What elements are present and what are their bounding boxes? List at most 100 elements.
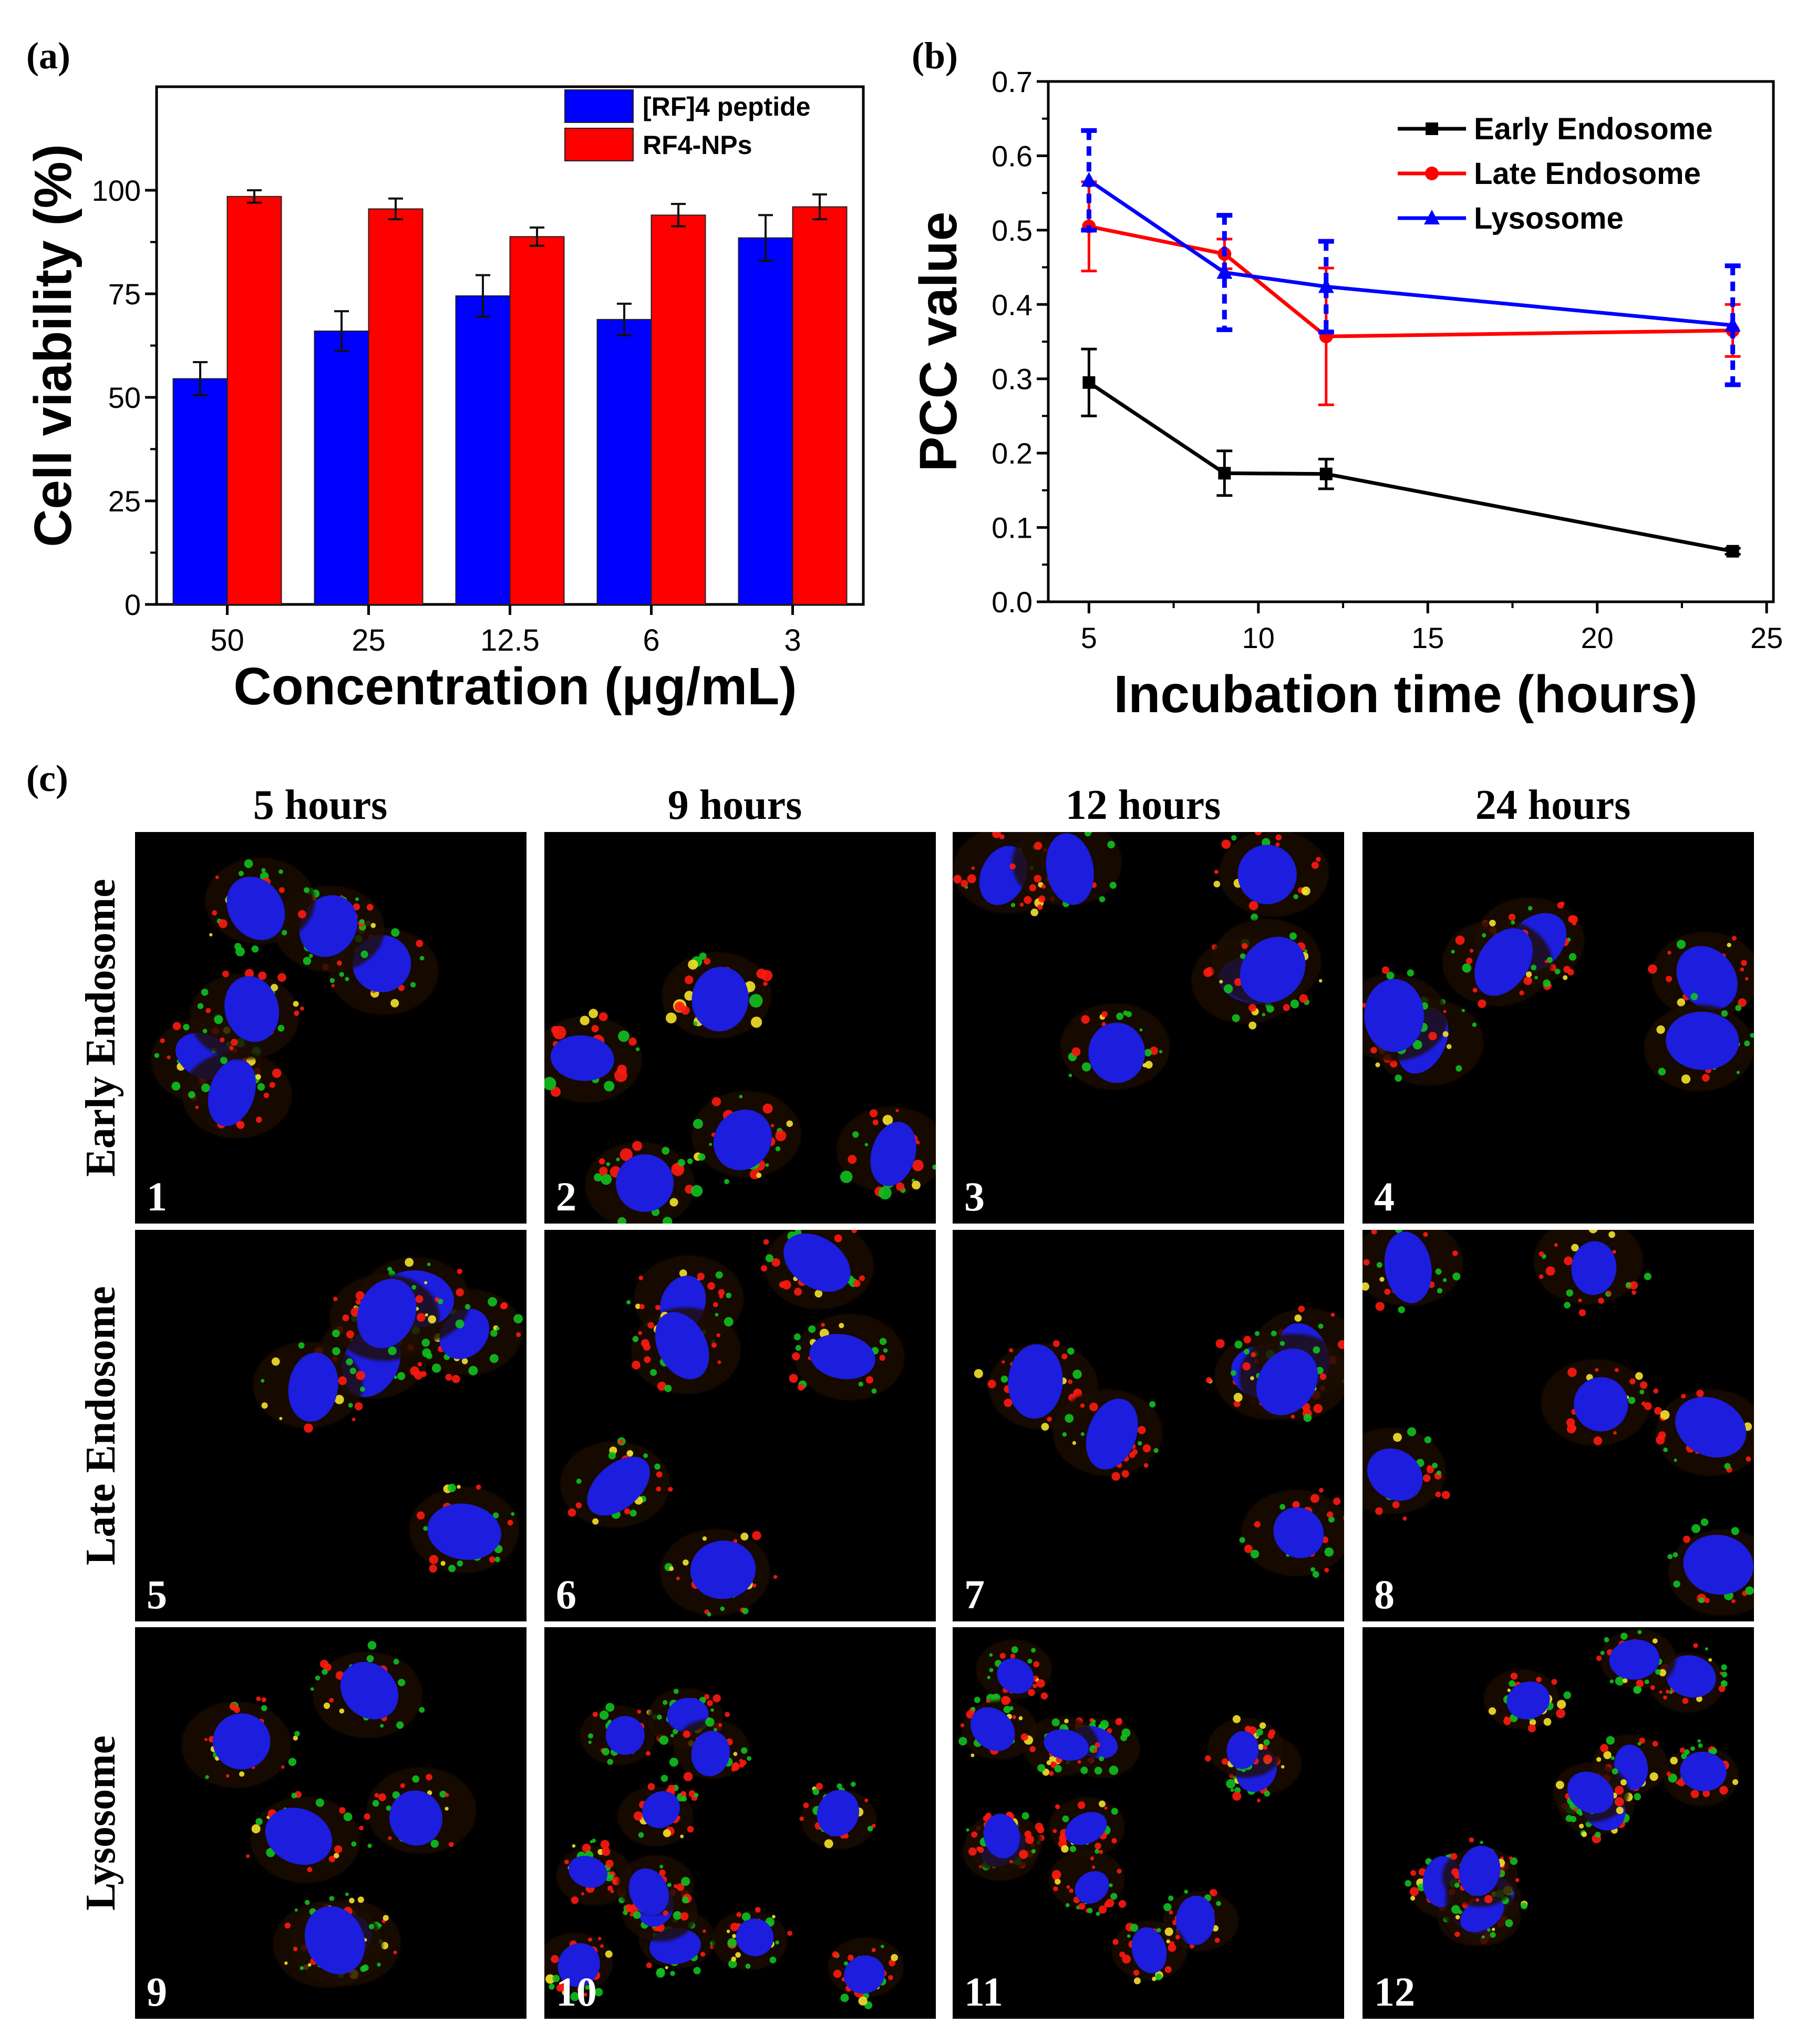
micrograph-content: [544, 952, 936, 1224]
fluorescent-punctum: [665, 1966, 668, 1969]
x-tick-label: 6: [643, 623, 659, 658]
fluorescent-punctum: [576, 1478, 582, 1484]
nucleus: [997, 1658, 1034, 1694]
fluorescent-punctum: [1080, 1766, 1088, 1774]
fluorescent-punctum: [1068, 1073, 1072, 1077]
fluorescent-punctum: [1275, 842, 1280, 847]
fluorescent-punctum: [1035, 1822, 1044, 1831]
fluorescent-punctum: [912, 1180, 921, 1190]
fluorescent-punctum: [670, 1970, 675, 1976]
fluorescent-punctum: [1435, 1491, 1441, 1497]
fluorescent-punctum: [1065, 1903, 1070, 1907]
fluorescent-punctum: [1047, 1416, 1052, 1422]
fluorescent-punctum: [1116, 1012, 1124, 1020]
fluorescent-punctum: [416, 1511, 425, 1520]
fluorescent-punctum: [1450, 1853, 1458, 1860]
fluorescent-punctum: [750, 1016, 762, 1028]
fluorescent-punctum: [629, 1509, 637, 1517]
nucleus: [1367, 1448, 1423, 1501]
fluorescent-punctum: [958, 1737, 967, 1745]
nucleus: [870, 1122, 916, 1186]
fluorescent-punctum: [1454, 1932, 1460, 1937]
fluorescent-punctum: [1096, 1912, 1100, 1916]
fluorescent-punctum: [632, 1141, 643, 1151]
fluorescent-punctum: [1142, 1444, 1151, 1453]
fluorescent-punctum: [1248, 901, 1258, 910]
fluorescent-punctum: [329, 1698, 334, 1703]
fluorescent-punctum: [895, 1109, 899, 1113]
fluorescent-punctum: [960, 1723, 965, 1728]
micrograph-6: 6: [544, 1230, 936, 1621]
fluorescent-punctum: [1565, 1815, 1573, 1822]
fluorescent-punctum: [608, 1452, 616, 1460]
fluorescent-punctum: [205, 1775, 209, 1779]
fluorescent-punctum: [1093, 1749, 1098, 1753]
fluorescent-punctum: [1256, 1799, 1261, 1803]
fluorescent-punctum: [209, 933, 213, 937]
y-tick-label: 75: [108, 278, 141, 311]
fluorescent-punctum: [1615, 1785, 1624, 1795]
fluorescent-punctum: [792, 1352, 800, 1361]
fluorescent-punctum: [667, 1883, 672, 1887]
fluorescent-punctum: [745, 1963, 751, 1969]
fluorescent-punctum: [1625, 1282, 1632, 1288]
fluorescent-punctum: [715, 1312, 719, 1317]
fluorescent-punctum: [1025, 1835, 1034, 1844]
fluorescent-punctum: [1727, 942, 1731, 948]
x-tick-label: 25: [352, 623, 386, 658]
fluorescent-punctum: [297, 910, 306, 919]
fluorescent-punctum: [697, 1272, 705, 1280]
fluorescent-punctum: [1608, 1231, 1615, 1238]
fluorescent-punctum: [646, 1962, 652, 1968]
fluorescent-punctum: [1395, 1074, 1402, 1082]
fluorescent-punctum: [1301, 886, 1310, 896]
fluorescent-punctum: [398, 984, 405, 991]
fluorescent-punctum: [1639, 1389, 1645, 1394]
nucleus: [970, 1707, 1015, 1751]
x-tick-label: 10: [1242, 621, 1275, 654]
nucleus: [1683, 1535, 1754, 1595]
fluorescent-punctum: [967, 874, 976, 884]
fluorescent-punctum: [256, 1696, 261, 1701]
fluorescent-punctum: [1348, 987, 1356, 995]
fluorescent-punctum: [1409, 1887, 1419, 1896]
fluorescent-punctum: [1018, 1716, 1023, 1720]
fluorescent-punctum: [1009, 863, 1016, 870]
fluorescent-punctum: [733, 1752, 738, 1756]
micrograph-content: [253, 1257, 523, 1574]
fluorescent-punctum: [261, 1379, 265, 1383]
fluorescent-punctum: [1529, 1719, 1536, 1726]
micrograph-content: [181, 1641, 477, 1988]
fluorescent-punctum: [1741, 960, 1747, 966]
fluorescent-punctum: [1031, 1648, 1036, 1653]
fluorescent-punctum: [795, 1345, 801, 1351]
fluorescent-punctum: [1155, 1973, 1162, 1980]
fluorescent-punctum: [1543, 1718, 1552, 1726]
fluorescent-punctum: [201, 989, 209, 996]
fluorescent-punctum: [735, 1952, 741, 1958]
fluorescent-punctum: [370, 922, 376, 928]
fluorescent-punctum: [799, 1816, 804, 1821]
fluorescent-punctum: [616, 1157, 620, 1162]
fluorescent-punctum: [1122, 1954, 1131, 1964]
fluorescent-punctum: [171, 1082, 181, 1091]
fluorescent-punctum: [1330, 1312, 1335, 1317]
fluorescent-punctum: [647, 1322, 654, 1329]
fluorescent-punctum: [1484, 1895, 1493, 1904]
fluorescent-punctum: [716, 1333, 720, 1338]
fluorescent-punctum: [1263, 1745, 1268, 1750]
fluorescent-punctum: [1456, 1065, 1462, 1072]
fluorescent-punctum: [1491, 1927, 1495, 1932]
fluorescent-punctum: [731, 1956, 737, 1962]
fluorescent-punctum: [646, 1751, 651, 1756]
fluorescent-punctum: [1436, 1470, 1441, 1475]
fluorescent-punctum: [1111, 1807, 1118, 1815]
fluorescent-punctum: [1038, 895, 1046, 903]
fluorescent-punctum: [374, 1793, 379, 1798]
fluorescent-punctum: [465, 1303, 471, 1310]
bar: [738, 237, 793, 605]
fluorescent-punctum: [727, 1938, 737, 1948]
fluorescent-punctum: [1598, 1298, 1604, 1304]
fluorescent-punctum: [1705, 1647, 1708, 1651]
fluorescent-punctum: [293, 1001, 299, 1007]
